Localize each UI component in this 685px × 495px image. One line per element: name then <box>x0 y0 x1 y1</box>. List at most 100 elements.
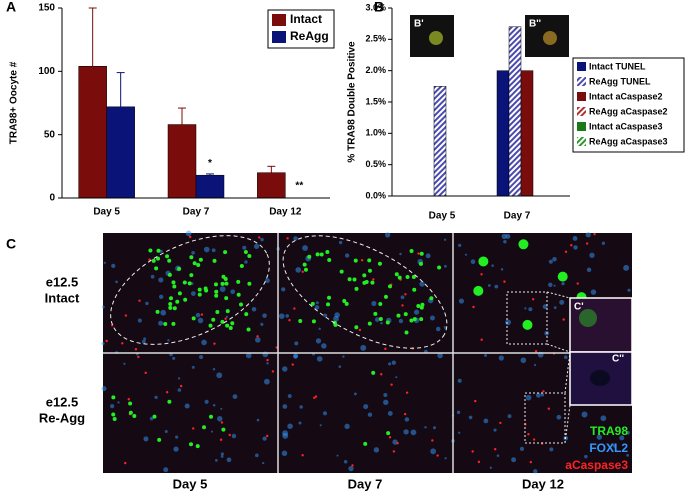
green-dot <box>225 323 230 328</box>
green-dot <box>386 431 391 436</box>
blue-dot <box>435 326 441 332</box>
blue-dot <box>319 424 322 427</box>
red-dot <box>534 349 538 353</box>
green-dot <box>522 319 533 330</box>
blue-dot <box>212 368 216 371</box>
blue-dot <box>458 243 462 247</box>
y-tick-label: 0.0% <box>365 190 386 200</box>
blue-dot <box>111 263 116 268</box>
red-dot <box>372 278 375 281</box>
red-dot <box>124 314 128 317</box>
green-dot <box>315 252 320 257</box>
blue-dot <box>158 294 164 300</box>
blue-dot <box>432 426 437 430</box>
legend-label: ReAgg aCaspase2 <box>589 106 668 116</box>
legend-swatch <box>577 137 586 146</box>
blue-dot <box>220 407 223 410</box>
green-dot <box>211 317 216 322</box>
green-dot <box>385 320 390 325</box>
blue-dot <box>318 327 321 331</box>
blue-dot <box>626 453 630 457</box>
blue-dot <box>244 260 248 264</box>
blue-dot <box>483 418 489 424</box>
blue-dot <box>323 313 328 318</box>
red-dot <box>266 358 269 362</box>
red-dot <box>124 461 127 465</box>
y-tick-label: 1.5% <box>365 96 386 106</box>
blue-dot <box>387 410 393 416</box>
green-dot <box>198 257 203 262</box>
legend-swatch <box>577 107 586 116</box>
green-dot <box>214 293 219 298</box>
blue-dot <box>197 317 204 324</box>
bar <box>78 66 107 199</box>
blue-dot <box>561 282 565 286</box>
y-tick-label: 100 <box>38 66 55 77</box>
green-dot <box>171 280 176 285</box>
green-dot <box>111 395 116 400</box>
legend-swatch <box>577 77 586 86</box>
green-dot <box>387 284 392 289</box>
green-dot <box>228 325 233 330</box>
blue-dot <box>263 378 270 385</box>
red-dot <box>471 450 474 453</box>
red-dot <box>351 464 354 467</box>
blue-dot <box>282 366 288 372</box>
blue-dot <box>348 465 354 472</box>
blue-dot <box>231 433 237 439</box>
blue-dot <box>383 393 388 398</box>
green-dot <box>302 262 307 267</box>
red-dot <box>134 348 138 351</box>
legend-swatch <box>577 92 586 101</box>
red-dot <box>570 244 573 247</box>
blue-dot <box>338 240 343 245</box>
red-dot <box>564 250 568 254</box>
y-tick-label: 0 <box>49 193 55 204</box>
green-dot <box>319 252 324 257</box>
blue-dot <box>242 245 247 250</box>
red-dot <box>503 280 506 283</box>
green-dot <box>183 297 188 302</box>
blue-dot <box>293 236 298 241</box>
blue-dot <box>425 253 431 259</box>
green-dot <box>409 248 414 253</box>
green-dot <box>172 306 177 311</box>
green-dot <box>209 414 214 419</box>
green-dot <box>326 302 331 307</box>
red-dot <box>436 454 439 457</box>
blue-dot <box>251 306 257 312</box>
blue-dot <box>158 277 164 283</box>
green-dot <box>223 276 228 281</box>
blue-dot <box>220 452 224 456</box>
blue-dot <box>373 447 380 453</box>
blue-dot <box>322 411 328 416</box>
red-dot <box>301 270 304 273</box>
blue-dot <box>403 429 409 435</box>
green-dot <box>175 299 180 304</box>
red-dot <box>144 371 147 375</box>
green-dot <box>221 427 226 432</box>
red-dot <box>256 335 259 338</box>
blue-dot <box>333 315 339 322</box>
blue-dot <box>190 291 196 296</box>
green-dot <box>189 273 194 278</box>
column-label: Day 7 <box>348 476 383 491</box>
blue-dot <box>392 439 398 445</box>
blue-dot <box>316 356 323 362</box>
red-dot <box>286 237 289 240</box>
blue-dot <box>519 446 525 451</box>
bar <box>167 124 197 199</box>
green-dot <box>111 412 116 417</box>
green-dot <box>327 258 332 263</box>
stain-legend-label: FOXL2 <box>589 441 628 455</box>
blue-dot <box>524 307 527 310</box>
column-label: Day 12 <box>522 476 564 491</box>
red-dot <box>401 304 404 307</box>
green-dot <box>310 301 315 306</box>
blue-dot <box>216 372 223 379</box>
blue-dot <box>501 233 507 240</box>
blue-dot <box>285 314 290 318</box>
cell <box>590 370 610 386</box>
micrograph-dots <box>101 230 631 474</box>
